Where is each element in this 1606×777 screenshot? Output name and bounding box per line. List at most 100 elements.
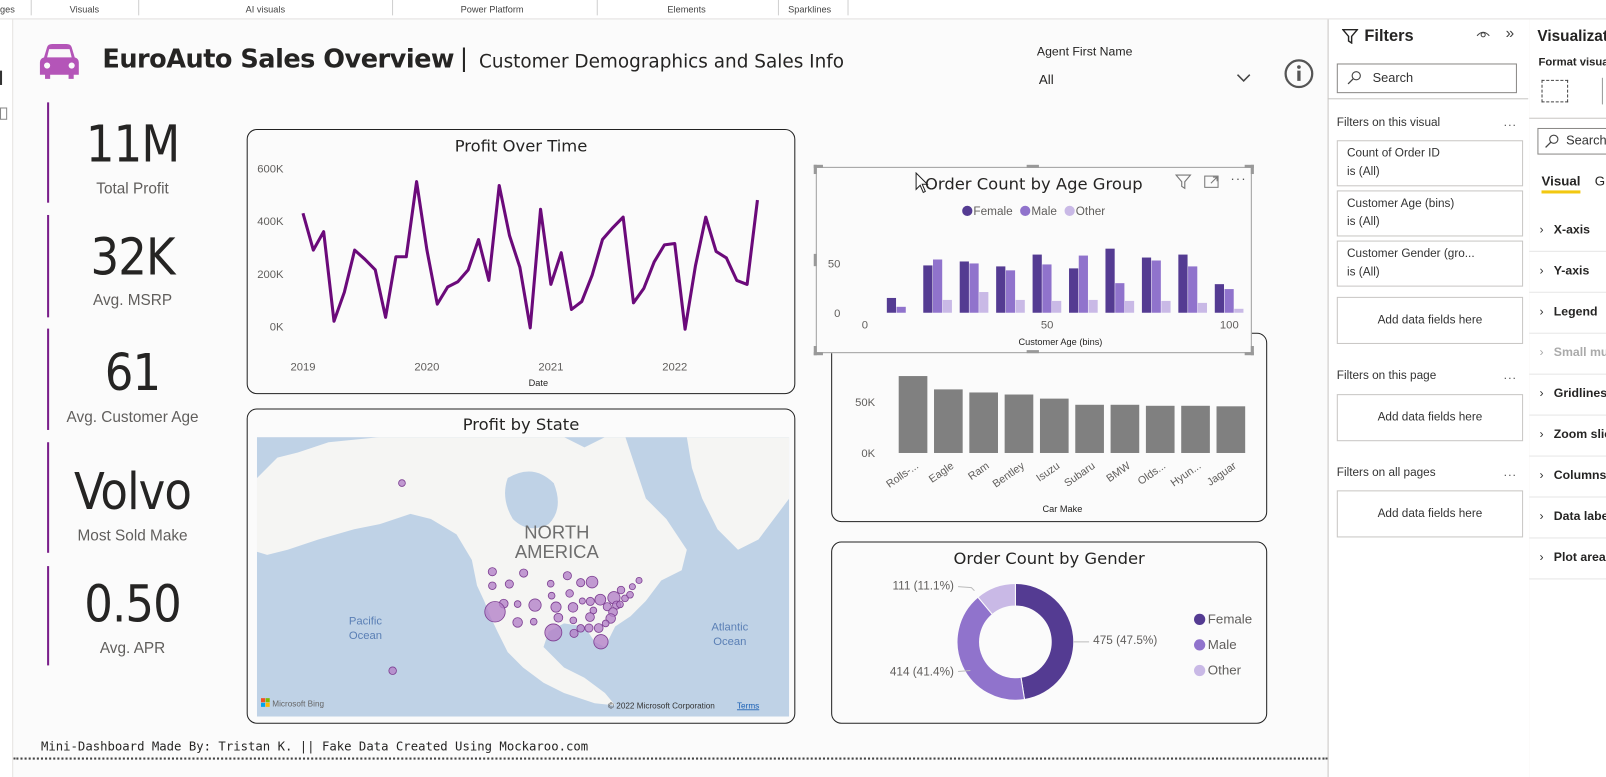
page-boundary (13, 757, 1328, 760)
divider (392, 0, 394, 16)
format-section-6[interactable]: › Columns (1529, 456, 1606, 498)
format-section-8[interactable]: › Plot area (1529, 537, 1606, 580)
car-make-bar (898, 376, 928, 453)
section-label: Small mu (1553, 344, 1606, 360)
map-land-north-america (256, 437, 687, 706)
age-group-bar (1078, 255, 1088, 313)
x-tick-label: Hyun... (1169, 460, 1204, 489)
filter-state: is (All) (1347, 165, 1380, 179)
x-tick-label: BMW (1104, 459, 1133, 484)
format-section-0[interactable]: › X-axis (1529, 210, 1606, 252)
profit-over-time-chart: 0K 200K 400K 600K 2019 2020 2021 2022 Date (257, 163, 759, 388)
age-group-bar (1052, 300, 1062, 313)
filters-on-page-label: Filters on this page (1336, 369, 1437, 382)
eye-icon[interactable] (1476, 29, 1490, 39)
resize-handle[interactable] (813, 346, 823, 356)
more-options-icon[interactable]: ... (1503, 464, 1517, 480)
more-options-icon[interactable]: ... (1503, 367, 1517, 382)
filter-card-count-of-order-id[interactable]: Count of Order ID is (All) (1336, 140, 1524, 187)
resize-handle[interactable] (813, 253, 817, 267)
format-section-4[interactable]: › Gridlines (1529, 374, 1606, 416)
x-tick-label: Eagle (927, 460, 956, 486)
legend-marker (1194, 639, 1206, 651)
x-tick-label: Rolls-... (884, 460, 921, 491)
add-all-pages-filter-drop-zone[interactable]: Add data fields here (1336, 490, 1524, 538)
filter-card-customer-age[interactable]: Customer Age (bins) is (All) (1336, 190, 1524, 237)
state-profit-bubble (616, 585, 626, 595)
resize-handle[interactable] (1244, 164, 1254, 175)
state-profit-bubble (528, 598, 542, 612)
ribbon-section-power-platform[interactable]: Power Platform (460, 4, 524, 15)
map-terms-link[interactable]: Terms (737, 701, 759, 710)
more-options-icon[interactable]: ... (1503, 114, 1517, 129)
resize-handle[interactable] (813, 164, 823, 175)
visualizations-search-input[interactable]: Search (1537, 127, 1606, 155)
resize-handle[interactable] (1244, 346, 1254, 356)
focus-mode-icon[interactable] (1204, 175, 1219, 188)
chevron-right-icon: › (1539, 222, 1544, 237)
table-view-icon[interactable] (0, 107, 8, 120)
age-group-bar (1105, 248, 1115, 313)
ribbon-section-ai-visuals[interactable]: AI visuals (245, 4, 286, 15)
slicer-value[interactable]: All (1038, 71, 1054, 88)
state-profit-bubble (546, 579, 555, 588)
format-visual-icon[interactable] (1541, 79, 1569, 103)
report-view-icon[interactable] (0, 70, 3, 85)
state-profit-bubble (504, 579, 514, 589)
age-group-bar (959, 261, 969, 313)
chevron-right-icon: › (1539, 508, 1544, 524)
car-make-bar (1075, 404, 1104, 453)
kpi-accent-line (47, 328, 50, 430)
chevron-right-icon: › (1539, 263, 1544, 278)
state-profit-bubble (594, 593, 607, 606)
chevron-down-icon[interactable] (1236, 74, 1251, 83)
section-label: Columns (1553, 467, 1606, 483)
legend-marker (1194, 664, 1206, 677)
tab-general[interactable]: G (1594, 173, 1606, 189)
order-count-by-age-group-chart: Female Male Other 0 50 0 50 100 Customer Age (bi… (828, 205, 1244, 347)
more-options-icon[interactable]: ··· (1230, 170, 1247, 187)
car-make-bar (1004, 394, 1034, 453)
state-profit-bubble (578, 597, 586, 605)
tab-visual[interactable]: Visual (1541, 173, 1581, 189)
format-section-1[interactable]: › Y-axis (1529, 251, 1606, 293)
filters-title: Filters (1364, 27, 1414, 46)
profit-over-time-card[interactable]: Profit Over Time (246, 128, 796, 395)
ribbon-section-pages[interactable]: ges (0, 4, 15, 15)
filters-on-visual-label: Filters on this visual (1336, 116, 1441, 129)
format-section-7[interactable]: › Data labe (1529, 496, 1606, 539)
filter-icon[interactable] (1175, 174, 1192, 190)
filters-search-input[interactable]: Search (1336, 63, 1517, 94)
agent-first-name-slicer[interactable]: Agent First Name All (1030, 43, 1257, 94)
section-label: Legend (1553, 304, 1598, 319)
divider (777, 0, 779, 16)
legend-marker (1194, 613, 1206, 625)
format-section-5[interactable]: › Zoom slic (1529, 415, 1606, 457)
info-icon[interactable] (1284, 58, 1315, 89)
x-tick-label: Ram (966, 460, 991, 483)
ribbon-group-labels: ges Visuals AI visuals Power Platform El… (0, 0, 1606, 20)
kpi-accent-line (47, 442, 50, 553)
state-profit-bubble (488, 581, 497, 590)
format-section-3[interactable]: › Small mu (1529, 333, 1606, 375)
x-tick-label: 2020 (414, 362, 439, 374)
filters-all-pages-label: Filters on all pages (1336, 466, 1436, 480)
ribbon-section-visuals[interactable]: Visuals (69, 4, 100, 15)
resize-handle[interactable] (1026, 350, 1039, 354)
order-count-by-gender-card[interactable]: Order Count by Gender (831, 541, 1268, 724)
ribbon-section-elements[interactable]: Elements (667, 4, 706, 15)
age-group-bar (1178, 254, 1188, 313)
resize-handle[interactable] (1026, 164, 1039, 168)
add-visual-filter-drop-zone[interactable]: Add data fields here (1336, 296, 1524, 344)
age-group-bar (1032, 254, 1042, 313)
ribbon-section-sparklines[interactable]: Sparklines (788, 4, 832, 15)
divider (847, 0, 849, 16)
filter-card-customer-gender[interactable]: Customer Gender (gro... is (All) (1336, 240, 1524, 287)
profit-by-state-map[interactable]: NORTH AMERICA Pacific Ocean Atlantic Oce… (256, 437, 790, 717)
chart-title: Order Count by Age Group (924, 174, 1143, 194)
footer-credit: Mini-Dashboard Made By: Tristan K. || Fa… (40, 739, 589, 754)
add-page-filter-drop-zone[interactable]: Add data fields here (1336, 394, 1524, 442)
y-tick-label: 50K (855, 397, 876, 409)
collapse-pane-icon[interactable]: » (1505, 24, 1515, 42)
format-section-2[interactable]: › Legend (1529, 292, 1606, 334)
